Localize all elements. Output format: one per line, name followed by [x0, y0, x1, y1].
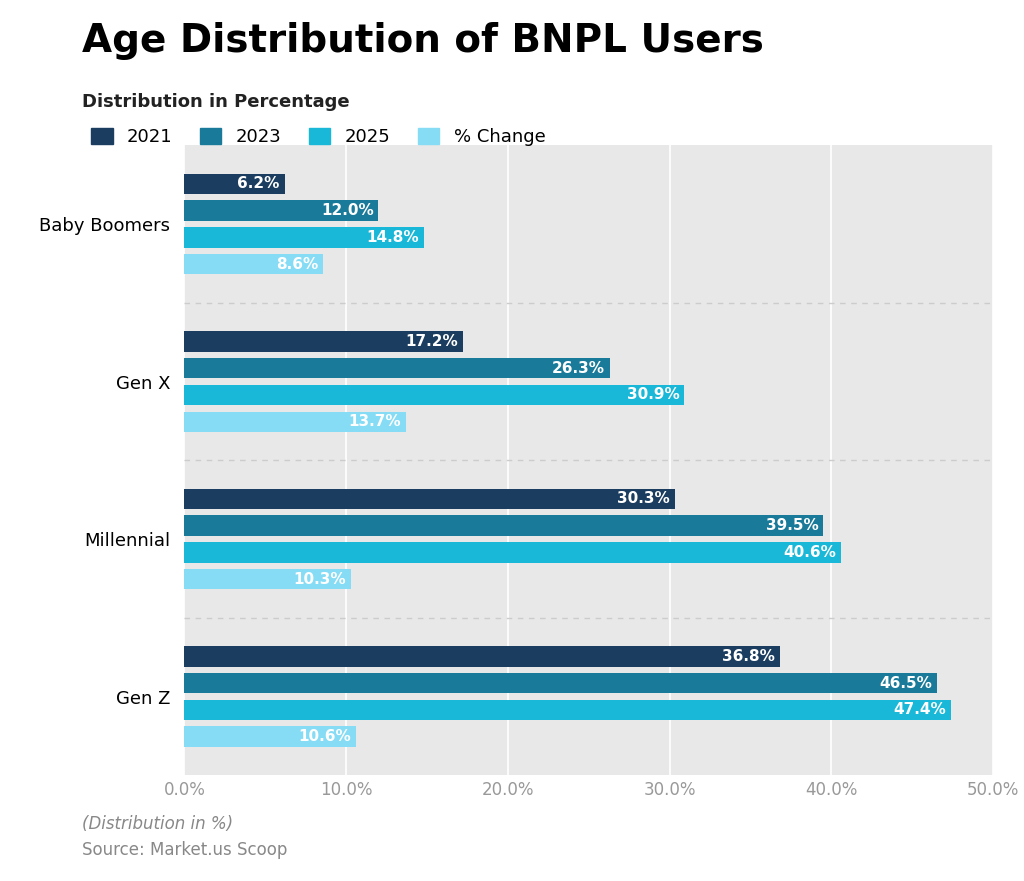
Bar: [184, 174, 285, 194]
Text: 40.6%: 40.6%: [783, 545, 837, 560]
Bar: [184, 201, 379, 221]
Bar: [184, 646, 779, 667]
Text: 6.2%: 6.2%: [238, 176, 280, 191]
Text: 26.3%: 26.3%: [552, 360, 605, 375]
Text: Age Distribution of BNPL Users: Age Distribution of BNPL Users: [82, 22, 764, 60]
Text: 36.8%: 36.8%: [722, 649, 775, 664]
Text: 39.5%: 39.5%: [766, 518, 818, 533]
Text: 17.2%: 17.2%: [406, 334, 458, 349]
Text: 13.7%: 13.7%: [348, 414, 401, 429]
Bar: [184, 569, 351, 589]
Text: 10.6%: 10.6%: [298, 729, 351, 744]
Text: 12.0%: 12.0%: [321, 204, 374, 218]
Bar: [184, 515, 823, 536]
Text: 14.8%: 14.8%: [367, 230, 419, 245]
Text: 30.9%: 30.9%: [627, 388, 679, 403]
Bar: [184, 254, 324, 275]
Text: 47.4%: 47.4%: [894, 702, 946, 717]
Bar: [184, 227, 424, 248]
Text: Source: Market.us Scoop: Source: Market.us Scoop: [82, 841, 288, 859]
Text: (Distribution in %): (Distribution in %): [82, 815, 233, 833]
Bar: [184, 700, 951, 720]
Bar: [184, 358, 610, 379]
Bar: [184, 385, 684, 405]
Text: 46.5%: 46.5%: [879, 676, 932, 691]
Text: 10.3%: 10.3%: [294, 572, 346, 587]
Bar: [184, 489, 675, 509]
Text: 8.6%: 8.6%: [276, 256, 318, 271]
Legend: 2021, 2023, 2025, % Change: 2021, 2023, 2025, % Change: [91, 128, 546, 146]
Bar: [184, 673, 937, 693]
Bar: [184, 331, 463, 352]
Bar: [184, 542, 841, 563]
Text: Distribution in Percentage: Distribution in Percentage: [82, 93, 349, 110]
Bar: [184, 727, 355, 747]
Text: 30.3%: 30.3%: [616, 492, 670, 507]
Bar: [184, 411, 406, 432]
